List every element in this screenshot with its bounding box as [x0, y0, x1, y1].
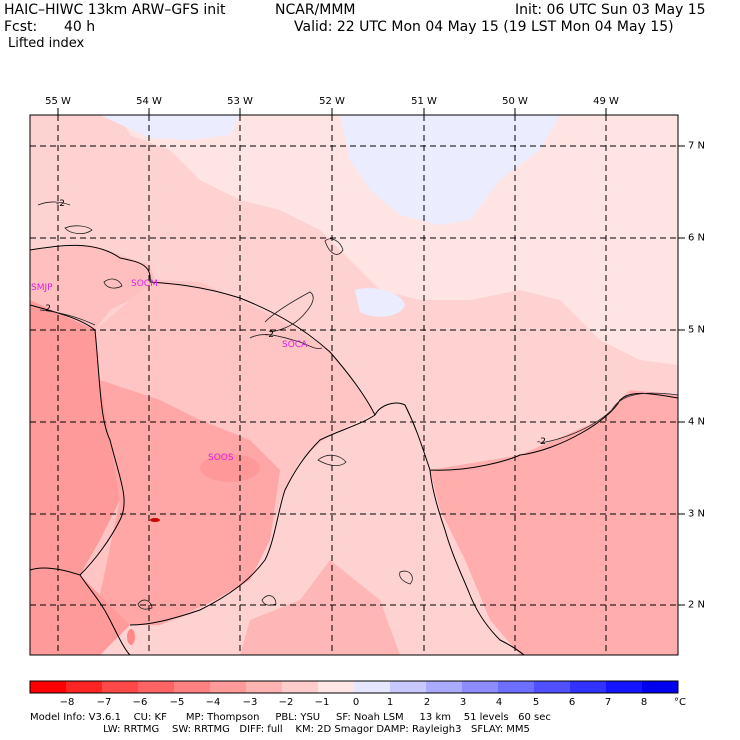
lon-label: 50 W: [502, 96, 528, 107]
field-east-strip: [430, 390, 678, 655]
field-south-mid: [240, 560, 400, 655]
field-near-zero-north: [120, 115, 678, 365]
colorbar-tick: −6: [132, 697, 148, 708]
colorbar-tick: 7: [604, 697, 612, 708]
lat-label: 3 N: [688, 508, 706, 520]
colorbar: [29, 680, 679, 694]
field-strong-west: [30, 300, 130, 655]
lon-label: 54 W: [136, 96, 162, 107]
lat-label: 2 N: [688, 599, 706, 611]
field-strong-central: [100, 380, 280, 625]
colorbar-tick: 5: [532, 697, 540, 708]
colorbar-unit: °C: [674, 697, 686, 708]
colorbar-segment: [390, 681, 427, 693]
colorbar-tick: 2: [423, 697, 431, 708]
colorbar-segment: [570, 681, 607, 693]
coastline-east: [374, 392, 678, 471]
field-land-moderate: [30, 245, 155, 330]
colorbar-tick: 8: [640, 697, 648, 708]
contour-label: -2: [56, 199, 65, 209]
colorbar-tick: −4: [205, 697, 221, 708]
init-time: Init: 06 UTC Sun 03 May 15: [515, 2, 706, 18]
colorbar-tick: −8: [59, 697, 75, 708]
colorbar-segment: [354, 681, 391, 693]
lat-label: 6 N: [688, 232, 706, 244]
model-info-line2: LW: RRTMG SW: RRTMG DIFF: full KM: 2D Sm…: [30, 724, 530, 735]
border-south: [30, 567, 81, 576]
colorbar-tick: −7: [96, 697, 112, 708]
colorbar-tick: 1: [386, 697, 394, 708]
model-title: HAIC–HIWC 13km ARW–GFS init: [4, 2, 226, 18]
border-guiana: [429, 469, 525, 655]
lon-label: 55 W: [45, 96, 71, 107]
colorbar-tick: 6: [568, 697, 576, 708]
field-light-central: [305, 405, 490, 655]
station-label: SOOS: [208, 453, 234, 463]
field-positive-north-2: [340, 115, 560, 225]
colorbar-segment: [174, 681, 211, 693]
contour-label: -2: [42, 304, 51, 314]
lon-label: 53 W: [227, 96, 253, 107]
station-label: SOCM: [131, 279, 158, 289]
colorbar-segment: [498, 681, 535, 693]
lon-label: 49 W: [593, 96, 619, 107]
colorbar-frame: [29, 680, 679, 694]
model-info-line1: Model Info: V3.6.1 CU: KF MP: Thompson P…: [30, 712, 551, 723]
field-positive-patch: [355, 288, 405, 317]
colorbar-tick: −2: [278, 697, 294, 708]
lon-label: 51 W: [411, 96, 437, 107]
colorbar-segment: [642, 681, 679, 693]
colorbar-segment: [534, 681, 571, 693]
colorbar-tick: −5: [169, 697, 185, 708]
colorbar-tick: 4: [495, 697, 503, 708]
colorbar-segment: [606, 681, 643, 693]
colorbar-segment: [102, 681, 139, 693]
colorbar-segment: [210, 681, 247, 693]
contour-label: -2: [265, 330, 274, 340]
colorbar-segment: [138, 681, 175, 693]
forecast-label: Fcst:: [4, 19, 38, 35]
colorbar-segment: [30, 681, 67, 693]
station-label: SMJP: [31, 283, 53, 293]
colorbar-segment: [66, 681, 103, 693]
station-label: SOCA: [282, 340, 308, 350]
coastline: [30, 244, 376, 416]
lon-label: 52 W: [319, 96, 345, 107]
lat-label: 5 N: [688, 324, 706, 336]
field-positive-north: [100, 115, 240, 140]
colorbar-segment: [426, 681, 463, 693]
field-name: Lifted index: [8, 36, 85, 51]
map-frame: [29, 114, 679, 656]
colorbar-tick: −3: [242, 697, 258, 708]
border-central: [129, 414, 376, 626]
colorbar-tick: 3: [459, 697, 467, 708]
colorbar-segment: [318, 681, 355, 693]
colorbar-segment: [462, 681, 499, 693]
colorbar-segment: [246, 681, 283, 693]
org-label: NCAR/MMM: [275, 2, 356, 18]
lat-label: 7 N: [688, 140, 706, 152]
forecast-hours: 40 h: [64, 19, 96, 35]
colorbar-segment: [282, 681, 319, 693]
colorbar-tick: 0: [352, 697, 360, 708]
valid-time: Valid: 22 UTC Mon 04 May 15 (19 LST Mon …: [294, 19, 674, 35]
lat-label: 4 N: [688, 416, 706, 428]
colorbar-tick: −1: [314, 697, 330, 708]
contour-label: -2: [537, 437, 546, 447]
